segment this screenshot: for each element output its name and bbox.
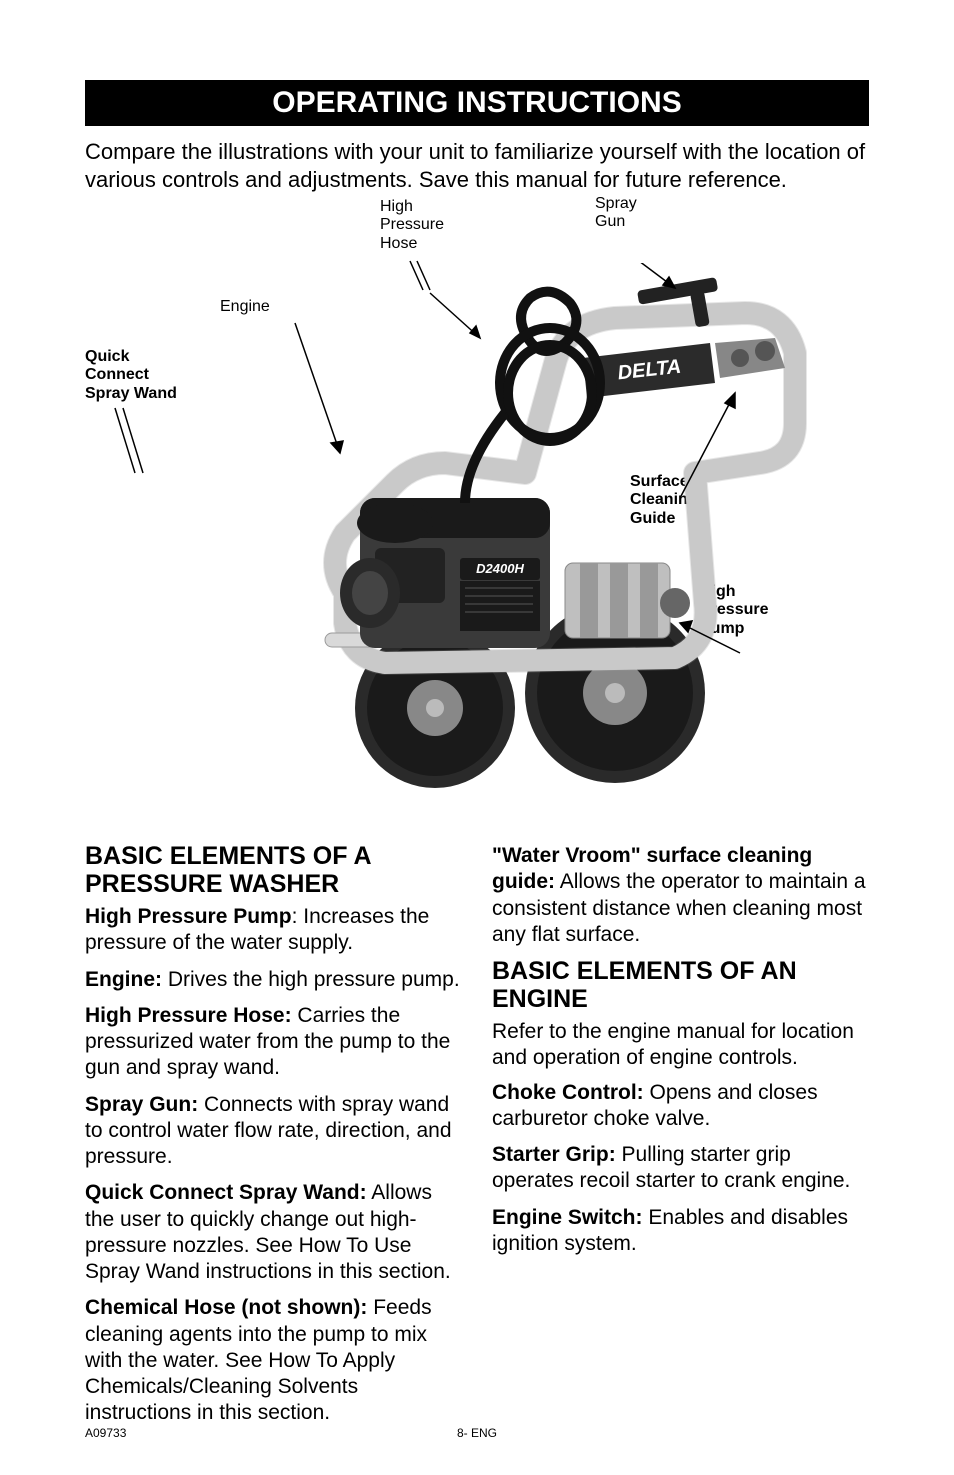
item-choke: Choke Control: Opens and closes carburet… bbox=[492, 1080, 869, 1133]
surface-guide-graphic bbox=[715, 338, 785, 378]
label-high-pressure-hose: High Pressure Hose bbox=[380, 198, 444, 253]
engine-lead: Refer to the engine manual for location … bbox=[492, 1019, 869, 1072]
banner-title: OPERATING INSTRUCTIONS bbox=[272, 86, 681, 119]
label-engine: Engine bbox=[220, 298, 270, 316]
footer-spacer bbox=[608, 1426, 869, 1440]
product-diagram: High Pressure Hose Spray Gun Engine Quic… bbox=[85, 203, 869, 823]
item-chem: Chemical Hose (not shown): Feeds cleanin… bbox=[85, 1295, 462, 1426]
label-spray-gun: Spray Gun bbox=[595, 195, 637, 232]
footer-page: 8- ENG bbox=[346, 1426, 607, 1440]
term-qcsw: Quick Connect Spray Wand: bbox=[85, 1181, 367, 1204]
term-choke: Choke Control: bbox=[492, 1081, 644, 1104]
hose-arrow-icon bbox=[405, 258, 445, 298]
engine-graphic: D2400H bbox=[340, 498, 550, 648]
pressure-washer-illustration: D2400H DELTA bbox=[265, 263, 815, 793]
label-text-hph: High Pressure Hose bbox=[380, 198, 444, 252]
item-sg: Spray Gun: Connects with spray wand to c… bbox=[85, 1092, 462, 1171]
left-column: BASIC ELEMENTS OF A PRESSURE WASHER High… bbox=[85, 843, 462, 1437]
term-chem: Chemical Hose (not shown): bbox=[85, 1296, 367, 1319]
term-sg: Spray Gun: bbox=[85, 1093, 198, 1116]
term-starter: Starter Grip: bbox=[492, 1143, 616, 1166]
footer-doc-id: A09733 bbox=[85, 1426, 346, 1440]
item-qcsw: Quick Connect Spray Wand: Allows the use… bbox=[85, 1180, 462, 1285]
right-heading: BASIC ELEMENTS OF AN ENGINE bbox=[492, 958, 869, 1013]
label-text-eng: Engine bbox=[220, 298, 270, 315]
item-switch: Engine Switch: Enables and disables igni… bbox=[492, 1205, 869, 1258]
item-hph: High Pressure Hose: Carries the pressuri… bbox=[85, 1003, 462, 1082]
section-banner: OPERATING INSTRUCTIONS bbox=[85, 80, 869, 126]
item-watervroom: "Water Vroom" surface cleaning guide: Al… bbox=[492, 843, 869, 948]
item-hpp: High Pressure Pump: Increases the pressu… bbox=[85, 904, 462, 957]
term-eng: Engine: bbox=[85, 968, 162, 991]
content-columns: BASIC ELEMENTS OF A PRESSURE WASHER High… bbox=[85, 843, 869, 1437]
term-hph: High Pressure Hose: bbox=[85, 1004, 292, 1027]
model-badge-text: D2400H bbox=[476, 561, 524, 576]
label-text-qc: Quick Connect Spray Wand bbox=[85, 348, 177, 402]
qc-arrow-icon bbox=[105, 403, 165, 483]
label-quick-connect: Quick Connect Spray Wand bbox=[85, 348, 177, 403]
item-starter: Starter Grip: Pulling starter grip opera… bbox=[492, 1142, 869, 1195]
s0: : bbox=[292, 905, 304, 928]
label-text-sg: Spray Gun bbox=[595, 195, 637, 230]
page-footer: A09733 8- ENG bbox=[85, 1426, 869, 1440]
intro-paragraph: Compare the illustrations with your unit… bbox=[85, 138, 869, 193]
right-column: "Water Vroom" surface cleaning guide: Al… bbox=[492, 843, 869, 1437]
desc-eng: Drives the high pressure pump. bbox=[168, 968, 460, 991]
item-engine: Engine: Drives the high pressure pump. bbox=[85, 967, 462, 993]
term-hpp: High Pressure Pump bbox=[85, 905, 292, 928]
left-heading: BASIC ELEMENTS OF A PRESSURE WASHER bbox=[85, 843, 462, 898]
term-switch: Engine Switch: bbox=[492, 1206, 643, 1229]
